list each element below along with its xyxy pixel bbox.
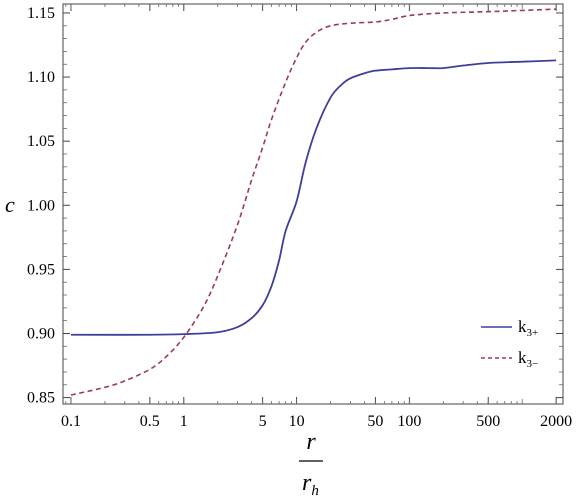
x-tick-label: 100 bbox=[397, 413, 421, 430]
x-tick-label: 5 bbox=[259, 413, 267, 430]
x-tick-label: 500 bbox=[476, 413, 500, 430]
y-tick-label: 0.85 bbox=[27, 390, 55, 407]
x-tick-label: 10 bbox=[289, 413, 305, 430]
y-tick-label: 1.05 bbox=[27, 133, 55, 150]
legend: k3+ k3− bbox=[481, 317, 538, 370]
x-tick-label: 50 bbox=[367, 413, 383, 430]
legend-item-k3-minus: k3− bbox=[481, 348, 538, 370]
x-axis-label-denominator: rh bbox=[302, 470, 319, 499]
series-lines bbox=[70, 8, 557, 396]
x-tick-label: 2000 bbox=[540, 413, 572, 430]
legend-item-k3-plus: k3+ bbox=[481, 317, 538, 339]
x-axis-label-denominator-sub: h bbox=[311, 483, 319, 499]
axis-ticks bbox=[63, 4, 563, 404]
x-axis-label-denominator-base: r bbox=[302, 470, 312, 496]
legend-label-k3-plus: k3+ bbox=[518, 317, 538, 339]
x-tick-label: 1 bbox=[180, 413, 188, 430]
x-tick-label: 0.1 bbox=[61, 413, 81, 430]
plot-frame bbox=[62, 3, 564, 405]
y-axis-label: c bbox=[5, 192, 15, 217]
y-tick-label: 0.95 bbox=[27, 261, 55, 278]
series-line-k3-minus bbox=[70, 8, 557, 396]
x-axis-label: r rh bbox=[299, 429, 323, 499]
tick-labels: 0.1 0.5 1 5 10 50 100 500 2000 0.85 0.90 0.95 1.00 1.… bbox=[27, 5, 572, 430]
y-tick-label: 1.10 bbox=[27, 69, 55, 86]
y-axis-label-text: c bbox=[5, 192, 15, 217]
y-tick-label: 0.90 bbox=[27, 325, 55, 342]
y-tick-label: 1.15 bbox=[27, 5, 55, 22]
y-tick-label: 1.00 bbox=[27, 197, 55, 214]
x-axis-label-numerator: r bbox=[306, 429, 316, 455]
series-line-k3-plus bbox=[70, 59, 557, 336]
legend-label-k3-minus: k3− bbox=[518, 348, 538, 370]
x-tick-label: 0.5 bbox=[140, 413, 160, 430]
